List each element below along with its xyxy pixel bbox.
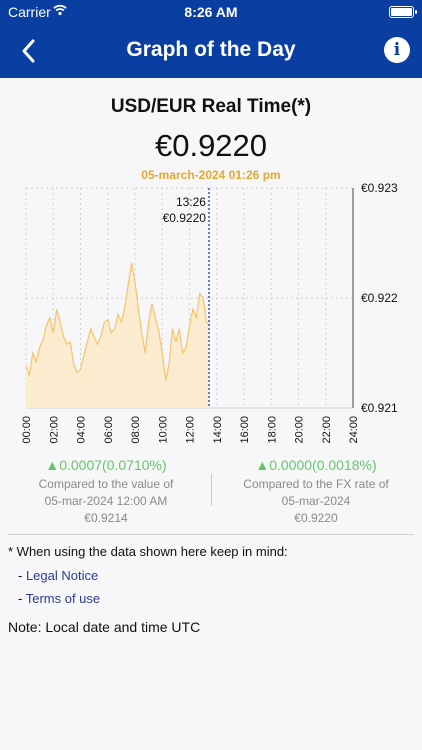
carrier-label: Carrier	[8, 4, 51, 20]
y-tick-label: €0.921	[361, 401, 398, 415]
change-value: ▲0.0000(0.0018%)	[255, 457, 377, 473]
compare-rate: €0.9214	[84, 511, 128, 525]
x-axis-labels: 00:00 02:00 04:00 06:00 08:00 10:00 12:00 14:00…	[21, 416, 360, 444]
status-bar: Carrier 8:26 AM	[0, 0, 422, 24]
x-tick-label: 08:00	[130, 416, 142, 444]
x-tick-label: 06:00	[103, 416, 115, 444]
x-tick-label: 18:00	[266, 416, 278, 444]
x-tick-label: 16:00	[239, 416, 251, 444]
compare-date: 05-mar-2024 12:00 AM	[44, 494, 168, 508]
compare-caption: Compared to the value of	[38, 477, 174, 491]
y-tick-label: €0.923	[361, 181, 398, 195]
x-tick-label: 04:00	[76, 416, 88, 444]
divider	[211, 474, 212, 506]
notice-text: * When using the data shown here keep in…	[8, 544, 288, 559]
legal-notice-link[interactable]: Legal Notice	[25, 568, 99, 583]
currency-pair-title: USD/EUR Real Time(*)	[110, 96, 312, 117]
x-tick-label: 14:00	[212, 416, 224, 444]
status-time: 8:26 AM	[184, 4, 238, 20]
y-axis-labels: €0.923 €0.922 €0.921	[361, 181, 398, 415]
rate-datetime: 05-march-2024 01:26 pm	[141, 168, 281, 182]
up-arrow-icon: ▲	[255, 457, 270, 473]
cursor-value-label: €0.9220	[163, 211, 207, 225]
divider	[8, 534, 414, 535]
compare-caption: Compared to the FX rate of	[243, 477, 389, 491]
y-tick-label: €0.922	[361, 291, 398, 305]
timezone-note: Note: Local date and time UTC	[8, 619, 201, 635]
current-rate: €0.9220	[154, 128, 268, 163]
wifi-icon	[53, 4, 67, 16]
terms-item: - Terms of use	[18, 591, 101, 606]
x-tick-label: 00:00	[21, 416, 33, 444]
legal-notice-item: - Legal Notice	[18, 568, 99, 583]
compare-rate: €0.9220	[294, 511, 338, 525]
back-chevron-icon[interactable]	[18, 37, 42, 65]
page-title: Graph of the Day	[126, 38, 296, 61]
rate-chart[interactable]: 13:26 €0.9220 €0.923 €0.922 €0.921 00:00 02…	[0, 180, 422, 450]
terms-of-use-link[interactable]: Terms of use	[25, 591, 101, 606]
battery-icon	[389, 6, 417, 18]
x-tick-label: 12:00	[185, 416, 197, 444]
nav-bar: Graph of the Day i	[0, 24, 422, 78]
rate-line	[25, 262, 210, 381]
x-tick-label: 20:00	[294, 416, 306, 444]
compare-open: ▲0.0007(0.0710%) Compared to the value o…	[6, 456, 206, 527]
cursor-time-label: 13:26	[176, 195, 206, 209]
x-tick-label: 02:00	[48, 416, 60, 444]
change-value: ▲0.0007(0.0710%)	[45, 457, 167, 473]
x-tick-label: 10:00	[157, 416, 169, 444]
compare-date: 05-mar-2024	[281, 494, 351, 508]
info-icon[interactable]: i	[384, 37, 410, 63]
x-tick-label: 22:00	[321, 416, 333, 444]
x-tick-label: 24:00	[348, 416, 360, 444]
area-fill	[26, 262, 209, 408]
up-arrow-icon: ▲	[45, 457, 60, 473]
compare-fx: ▲0.0000(0.0018%) Compared to the FX rate…	[216, 456, 416, 527]
